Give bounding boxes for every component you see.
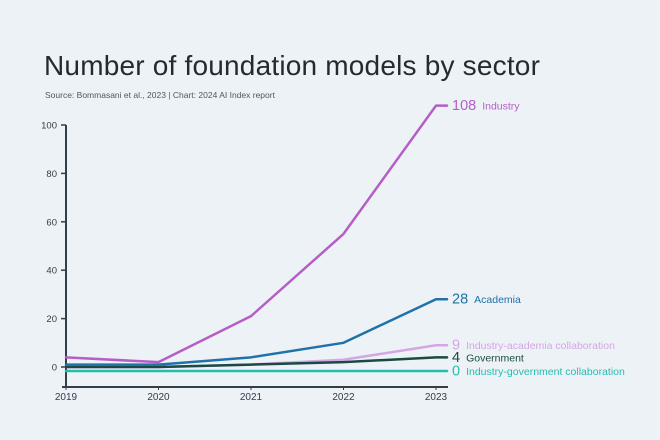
series-end-label: 9 Industry-academia collaboration (452, 338, 615, 354)
series-name-label: Industry (482, 101, 520, 113)
series-name-label: Academia (474, 294, 521, 306)
x-tick-label: 2019 (55, 392, 78, 403)
series-line-industry (64, 104, 449, 364)
series-line-academia (64, 297, 449, 366)
source-note: Source: Bommasani et al., 2023 | Chart: … (45, 90, 275, 100)
series-end-label: 28 Academia (452, 292, 521, 308)
x-tick-label: 2020 (147, 392, 170, 403)
series-end-label: 108 Industry (452, 98, 520, 114)
y-tick-label: 100 (41, 121, 57, 132)
page-title: Number of foundation models by sector (44, 50, 541, 81)
series-name-label: Industry-academia collaboration (466, 340, 615, 352)
y-tick-label: 20 (46, 314, 57, 325)
series-end-label: 0 Industry-government collaboration (452, 364, 625, 380)
y-tick-label: 80 (46, 169, 57, 180)
series-line-government (64, 356, 449, 369)
series-end-value: 0 (452, 364, 460, 380)
x-tick-label: 2021 (240, 392, 263, 403)
series-name-label: Government (466, 352, 524, 364)
y-tick-label: 40 (46, 266, 57, 277)
series-end-label: 4 Government (452, 350, 524, 366)
series-end-value: 28 (452, 292, 468, 308)
series-end-value: 4 (452, 350, 460, 366)
series-end-value: 9 (452, 338, 460, 354)
y-tick-label: 60 (46, 217, 57, 228)
series-end-value: 108 (452, 98, 476, 114)
series-name-label: Industry-government collaboration (466, 366, 625, 378)
x-tick-label: 2023 (425, 392, 448, 403)
y-tick-label: 0 (52, 363, 57, 374)
x-tick-label: 2022 (332, 392, 355, 403)
